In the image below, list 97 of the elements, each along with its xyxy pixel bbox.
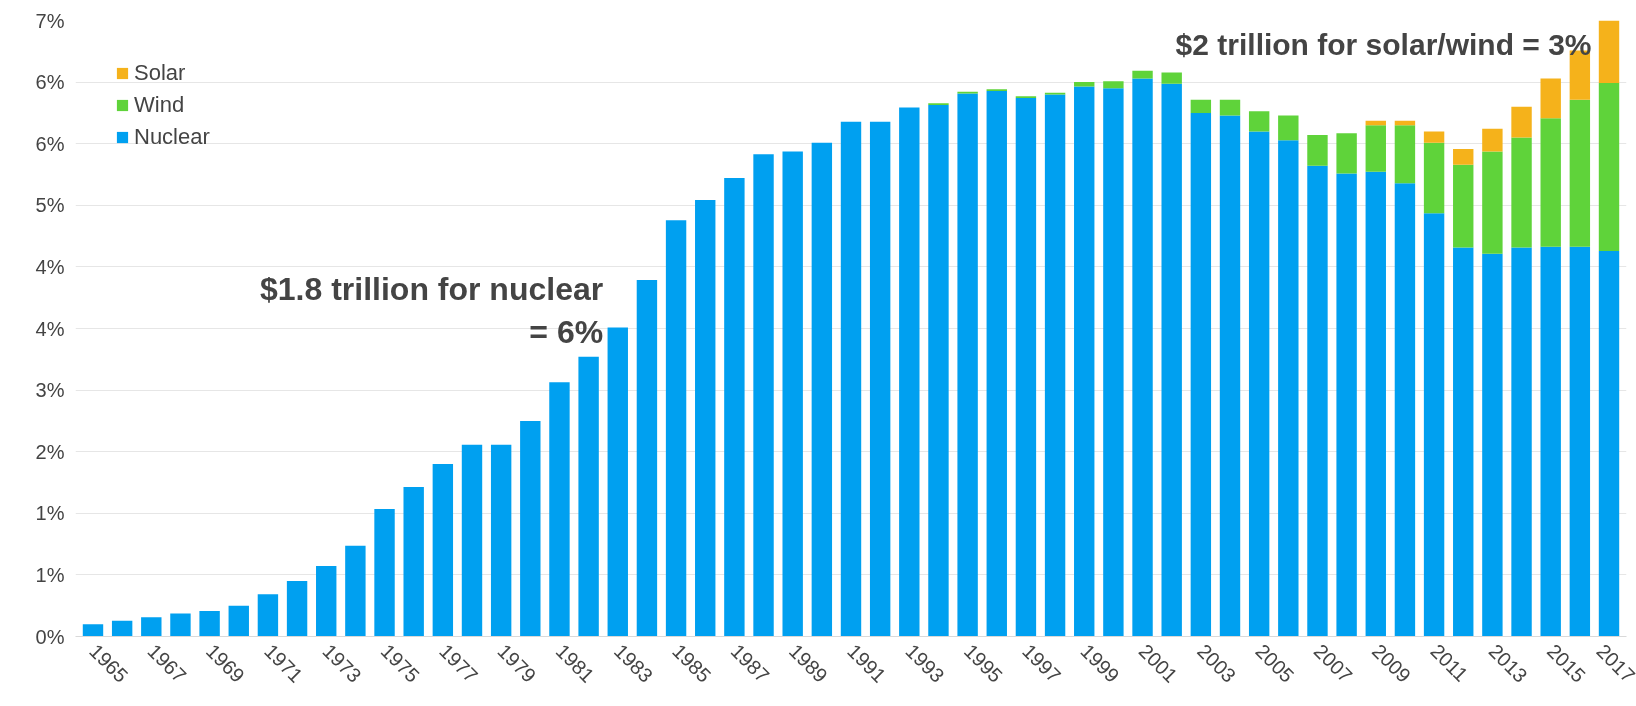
bar xyxy=(928,104,949,637)
bar xyxy=(141,617,162,637)
bar xyxy=(520,420,541,637)
bar xyxy=(1598,20,1620,83)
bar xyxy=(1103,88,1124,637)
bar xyxy=(1394,125,1416,184)
y-tick-label: 4% xyxy=(35,255,65,278)
y-tick-label: 1% xyxy=(35,502,65,525)
bar xyxy=(257,594,279,637)
bar xyxy=(1161,83,1182,637)
bar xyxy=(286,581,308,637)
bar xyxy=(490,444,512,637)
bar xyxy=(1453,247,1474,637)
bar xyxy=(1074,82,1095,87)
bar xyxy=(1453,148,1474,165)
bar xyxy=(345,545,366,637)
bar xyxy=(578,356,599,637)
bar xyxy=(461,444,483,637)
bar xyxy=(724,178,745,637)
bar xyxy=(1307,165,1328,637)
bar xyxy=(403,486,424,637)
bar xyxy=(1482,128,1503,152)
bar xyxy=(1015,97,1037,637)
bar xyxy=(1453,164,1474,248)
y-tick-label: 0% xyxy=(35,625,65,648)
bar xyxy=(1365,125,1386,172)
bar xyxy=(170,613,191,637)
bar xyxy=(1569,99,1591,247)
bar xyxy=(1336,173,1357,637)
bar xyxy=(899,107,920,637)
bar xyxy=(199,610,220,637)
y-tick-label: 7% xyxy=(35,9,65,32)
bar xyxy=(840,121,862,637)
bar xyxy=(986,90,1007,637)
bar xyxy=(1307,134,1328,166)
y-tick-label: 6% xyxy=(35,71,65,94)
bar xyxy=(1482,253,1503,637)
bar xyxy=(1511,106,1532,138)
bar xyxy=(607,327,628,637)
bar xyxy=(1132,78,1153,637)
bar xyxy=(1190,99,1212,113)
bar xyxy=(1540,246,1561,637)
bar xyxy=(111,620,133,637)
bar xyxy=(1511,247,1532,637)
bar xyxy=(1423,142,1445,214)
bar xyxy=(1103,81,1124,89)
bar xyxy=(549,382,570,637)
bar xyxy=(1248,131,1270,637)
y-tick-label: 4% xyxy=(35,317,65,340)
bar xyxy=(316,566,337,637)
y-tick-label: 5% xyxy=(35,194,65,217)
bar xyxy=(753,154,774,637)
x-tick-label: 1967 xyxy=(143,639,191,687)
bar xyxy=(432,464,454,637)
bar xyxy=(1423,213,1445,637)
bar xyxy=(1278,140,1299,637)
y-tick-label: 3% xyxy=(35,379,65,402)
bar xyxy=(1161,72,1182,84)
bar xyxy=(1132,70,1153,79)
y-tick-label: 2% xyxy=(35,440,65,463)
bar xyxy=(636,280,658,637)
bar xyxy=(1598,251,1620,637)
bar xyxy=(665,220,687,637)
bar xyxy=(957,93,978,637)
bar xyxy=(811,142,833,637)
x-tick-label: 1997 xyxy=(1018,639,1066,687)
legend-label: Solar xyxy=(134,60,186,86)
legend-label: Nuclear xyxy=(134,124,210,150)
bar xyxy=(1336,133,1357,174)
bar xyxy=(82,624,104,637)
bar xyxy=(1074,86,1095,637)
bar xyxy=(1598,82,1620,252)
bar xyxy=(1365,171,1386,637)
bar xyxy=(869,121,891,637)
y-tick-label: 6% xyxy=(35,132,65,155)
bar xyxy=(1190,112,1212,637)
bar xyxy=(1511,137,1532,248)
annotation: $1.8 trillion for nuclear = 6% xyxy=(259,271,604,351)
bar xyxy=(1219,115,1241,637)
bar xyxy=(695,200,716,637)
bar xyxy=(1482,151,1503,254)
bar xyxy=(1423,131,1445,143)
bar xyxy=(374,508,395,637)
bar xyxy=(1248,111,1270,132)
bar xyxy=(228,605,249,637)
annotation: $2 trillion for solar/wind = 3% xyxy=(1175,27,1592,61)
bar xyxy=(1278,115,1299,141)
legend-label: Wind xyxy=(134,92,185,118)
bar xyxy=(1394,183,1416,637)
bar xyxy=(782,151,803,637)
bar xyxy=(1540,78,1561,119)
bar xyxy=(1569,246,1591,637)
bar xyxy=(1219,99,1241,116)
bar xyxy=(1540,118,1561,247)
x-tick-label: 1977 xyxy=(435,639,483,687)
y-tick-label: 1% xyxy=(35,563,65,586)
bar xyxy=(1044,94,1066,637)
